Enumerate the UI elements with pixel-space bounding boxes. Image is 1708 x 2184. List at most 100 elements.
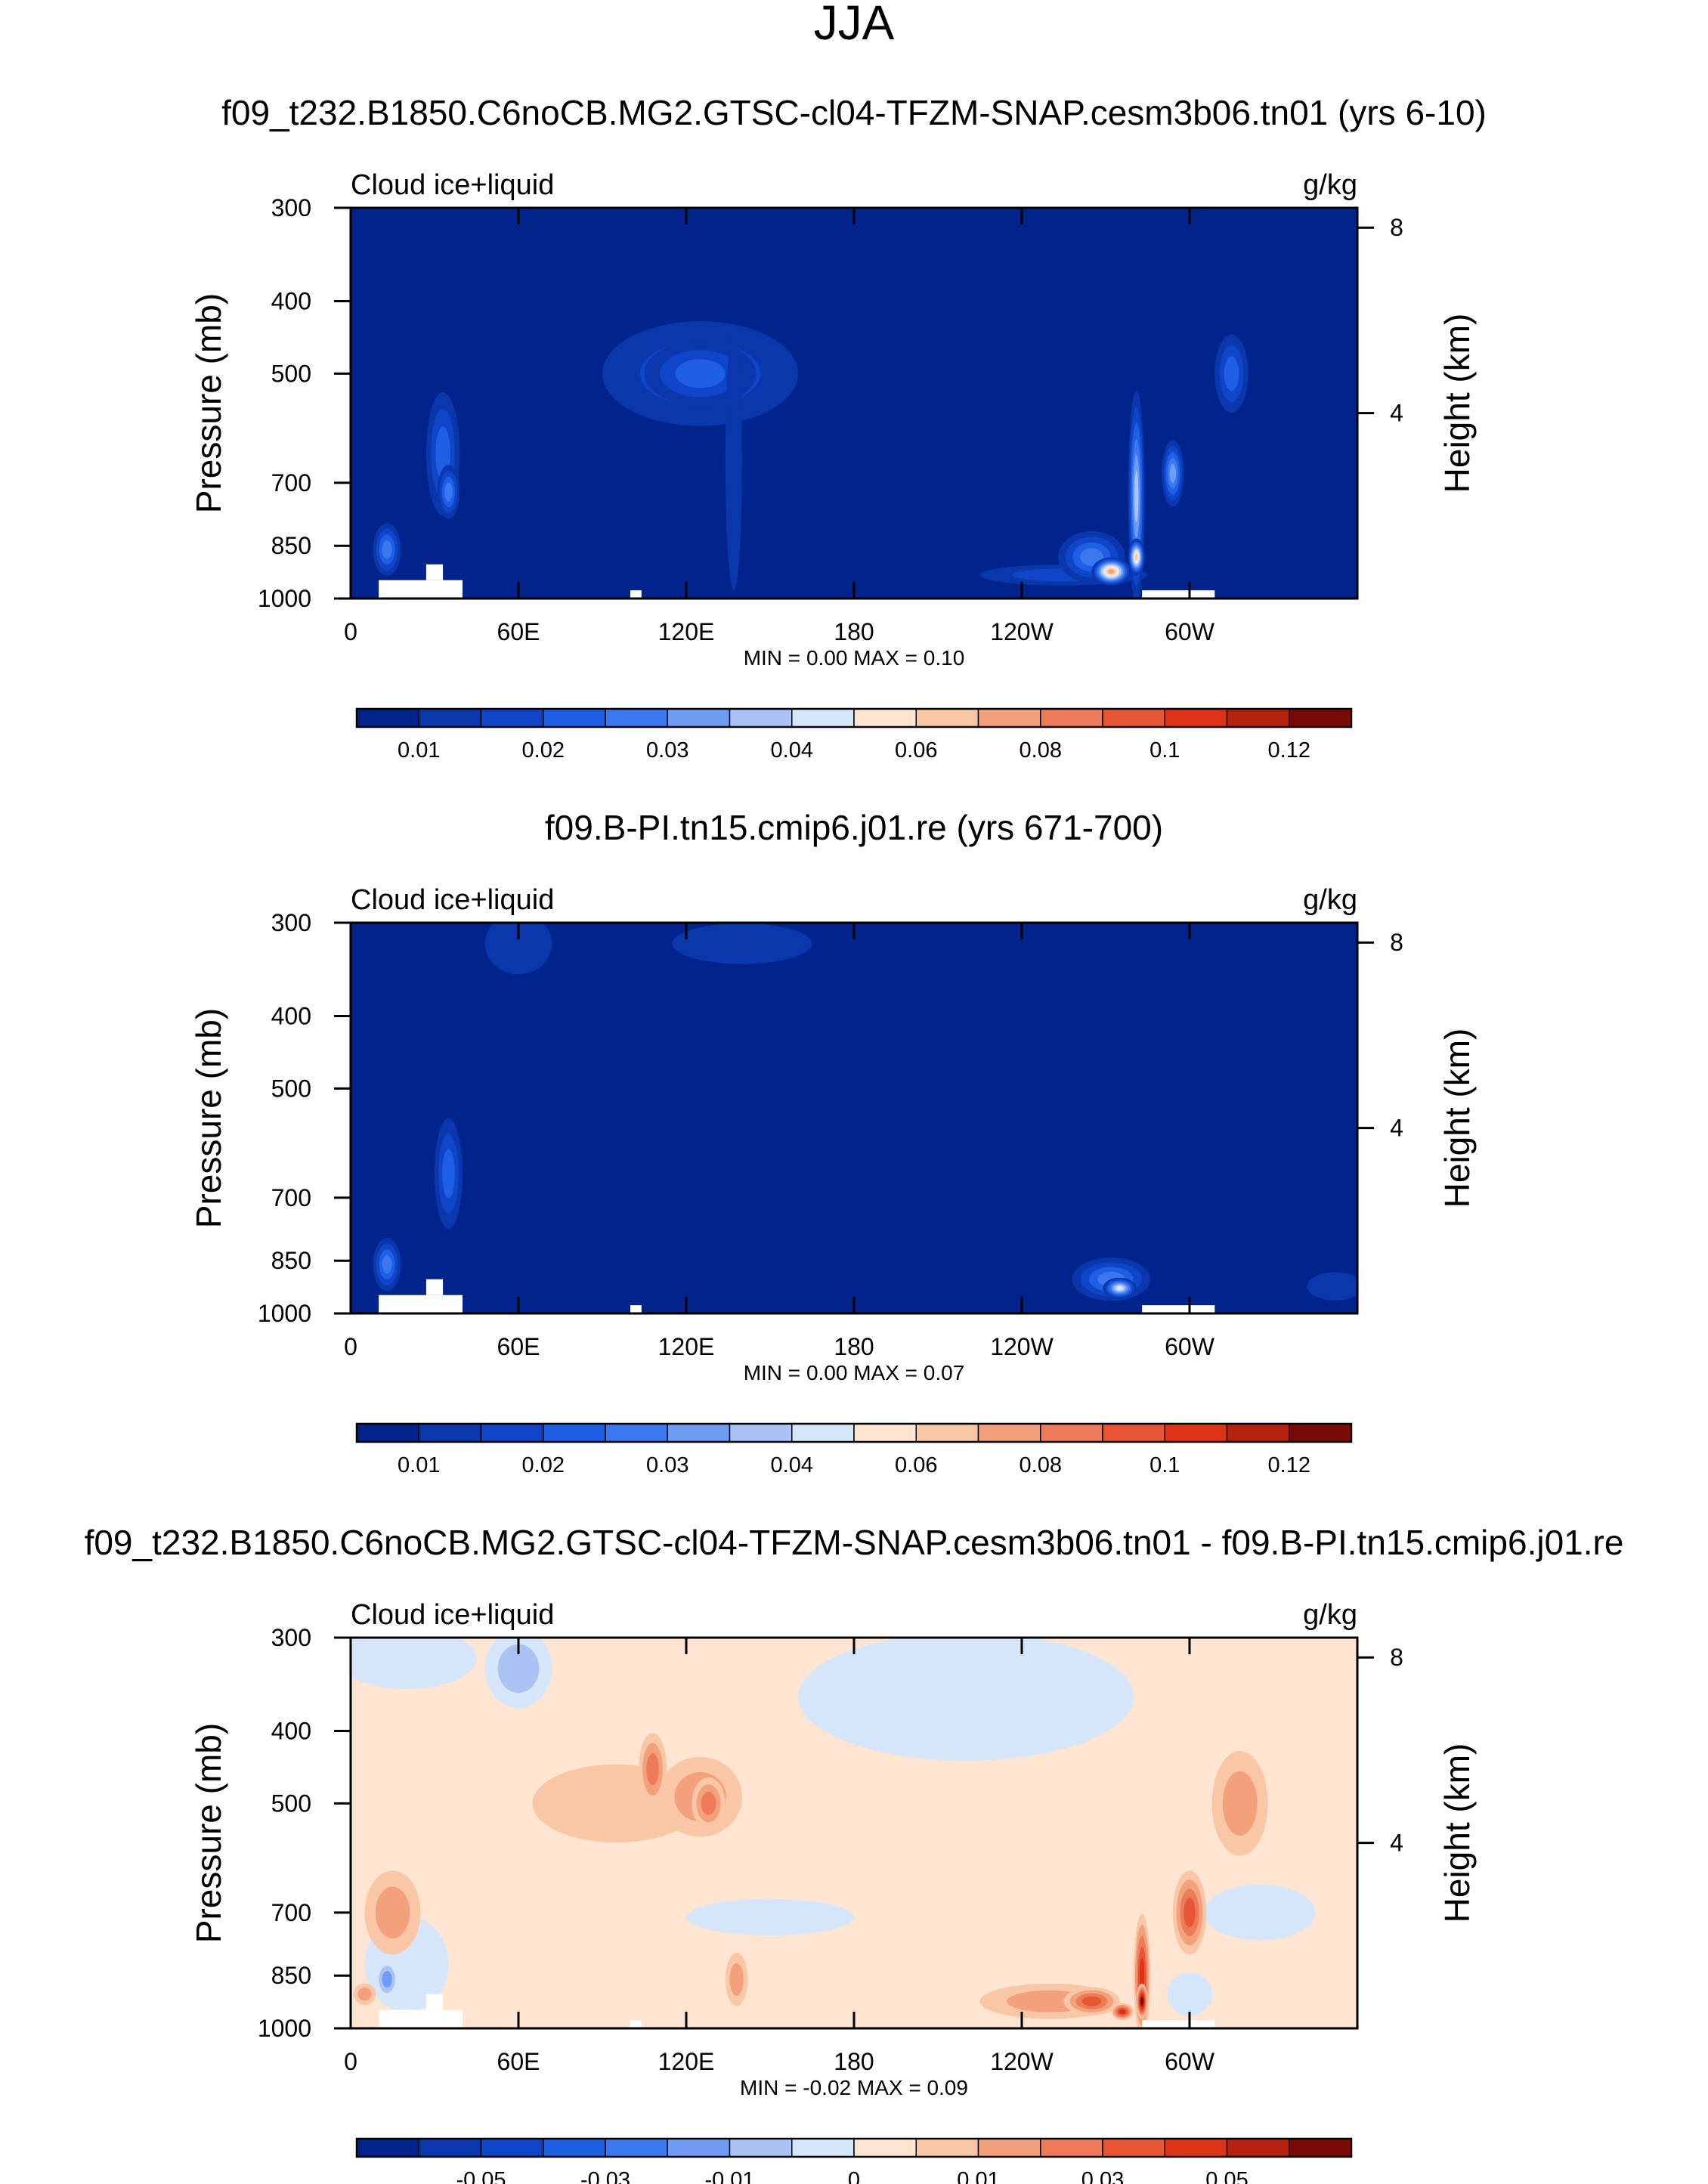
y-tick-label: 500	[271, 360, 311, 387]
units-label: g/kg	[1303, 1599, 1357, 1631]
base-fill	[351, 923, 1357, 1313]
y-tick-label: 700	[271, 1184, 311, 1211]
colorbar-box	[667, 2138, 731, 2158]
colorbar-box	[729, 2138, 793, 2158]
missing-data	[630, 1305, 642, 1313]
contour-level	[1184, 1898, 1196, 1928]
colorbar-label: 0.08	[1020, 738, 1062, 763]
y-axis-title: Pressure (mb)	[189, 1723, 228, 1943]
colorbar-box	[1040, 2138, 1103, 2158]
colorbar-box	[1102, 708, 1165, 728]
contour-level	[351, 1638, 477, 1690]
contour-level	[1167, 1972, 1212, 2016]
y2-tick-label: 8	[1390, 929, 1403, 956]
colorbar-label: 0.03	[646, 738, 688, 763]
y-tick-label: 300	[271, 194, 311, 221]
figure-title: JJA	[814, 0, 895, 50]
colorbar-label: 0.06	[895, 738, 937, 763]
contour-level	[646, 1752, 659, 1786]
x-tick-label: 180	[834, 2048, 874, 2075]
contour-level	[1169, 463, 1177, 484]
y-tick-label: 300	[271, 1624, 311, 1651]
y-tick-label: 400	[271, 1718, 311, 1745]
contour-level	[686, 1898, 854, 1936]
contour-level	[701, 1792, 716, 1815]
contour-level	[357, 1987, 372, 2001]
missing-data	[1142, 590, 1215, 599]
base-fill	[351, 208, 1357, 599]
y-tick-label: 1000	[258, 585, 311, 612]
contour-level	[375, 1886, 410, 1939]
colorbar-box	[1289, 2138, 1352, 2158]
colorbar: 0.01 0.02 0.03 0.04 0.06 0.08 0.1 0.12	[355, 707, 1353, 763]
colorbar-box	[915, 1423, 979, 1443]
colorbar-label: 0.06	[895, 1453, 937, 1477]
contour-level	[444, 482, 453, 502]
y2-tick-label: 8	[1390, 1644, 1403, 1671]
colorbar-label: 0.01	[957, 2168, 999, 2184]
colorbar-box	[480, 708, 544, 728]
colorbar-box	[853, 1423, 917, 1443]
y-tick-label: 1000	[258, 2015, 311, 2042]
colorbar-box	[1226, 708, 1290, 728]
x-tick-label: 60E	[497, 618, 540, 645]
colorbar-box	[605, 1423, 668, 1443]
colorbar-box	[853, 708, 917, 728]
panel-2: f09.B-PI.tn15.cmip6.j01.re (yrs 671-700)…	[189, 808, 1477, 1477]
y-axis-title: Pressure (mb)	[189, 293, 228, 513]
contour-level	[1115, 1285, 1124, 1291]
colorbar-label: 0.02	[522, 738, 565, 763]
colorbar-box	[1102, 2138, 1165, 2158]
contour-level	[729, 1963, 744, 1996]
panel-title: f09.B-PI.tn15.cmip6.j01.re (yrs 671-700)	[545, 808, 1163, 847]
colorbar-box	[1226, 1423, 1290, 1443]
colorbar-label: 0.04	[771, 738, 813, 763]
colorbar-box	[480, 1423, 544, 1443]
colorbar-box	[853, 2138, 917, 2158]
colorbar-box	[418, 2138, 482, 2158]
x-tick-label: 60W	[1165, 618, 1215, 645]
y2-tick-label: 4	[1390, 1115, 1403, 1142]
x-tick-label: 0	[344, 618, 357, 645]
x-tick-label: 60W	[1165, 2048, 1215, 2075]
missing-data	[425, 1279, 444, 1295]
contour-level	[1081, 1996, 1102, 2006]
x-tick-label: 60E	[497, 1333, 540, 1360]
y-tick-label: 700	[271, 1899, 311, 1926]
colorbar-box	[480, 2138, 544, 2158]
colorbar-box	[1040, 708, 1103, 728]
colorbar-box	[1040, 1423, 1103, 1443]
y-tick-label: 400	[271, 288, 311, 315]
y-tick-label: 850	[271, 1962, 311, 1989]
panel-title: f09_t232.B1850.C6noCB.MG2.GTSC-cl04-TFZM…	[221, 93, 1487, 132]
colorbar-label: 0.04	[771, 1453, 813, 1477]
contour-level	[1134, 470, 1139, 522]
contour-level	[1140, 1997, 1144, 2006]
contour-field	[351, 923, 1357, 1313]
y2-tick-label: 8	[1390, 214, 1403, 241]
contour-level	[442, 1149, 455, 1199]
colorbar-box	[1289, 1423, 1352, 1443]
colorbar: 0.01 0.02 0.03 0.04 0.06 0.08 0.1 0.12	[355, 1422, 1353, 1477]
missing-data	[379, 2009, 463, 2028]
y2-axis-title: Height (km)	[1437, 314, 1477, 493]
colorbar-box	[356, 1423, 419, 1443]
colorbar-frame	[355, 707, 1353, 729]
x-tick-label: 120E	[658, 618, 715, 645]
colorbar-label: 0.12	[1268, 1453, 1310, 1477]
colorbar-box	[791, 1423, 855, 1443]
contour-field	[351, 208, 1357, 599]
colorbar-label: 0.01	[398, 738, 440, 763]
x-tick-label: 120E	[658, 1333, 715, 1360]
panel-title: f09_t232.B1850.C6noCB.MG2.GTSC-cl04-TFZM…	[85, 1523, 1624, 1562]
contour-level	[1108, 569, 1115, 574]
x-tick-label: 60W	[1165, 1333, 1215, 1360]
missing-data	[379, 580, 463, 599]
colorbar-label: 0.1	[1149, 1453, 1180, 1477]
contour-level	[1222, 1771, 1258, 1836]
contour-level	[1224, 356, 1239, 391]
left-string: Cloud ice+liquid	[351, 884, 554, 916]
colorbar-label: 0	[848, 2168, 860, 2184]
colorbar-box	[729, 1423, 793, 1443]
contour-level	[1307, 1272, 1357, 1301]
